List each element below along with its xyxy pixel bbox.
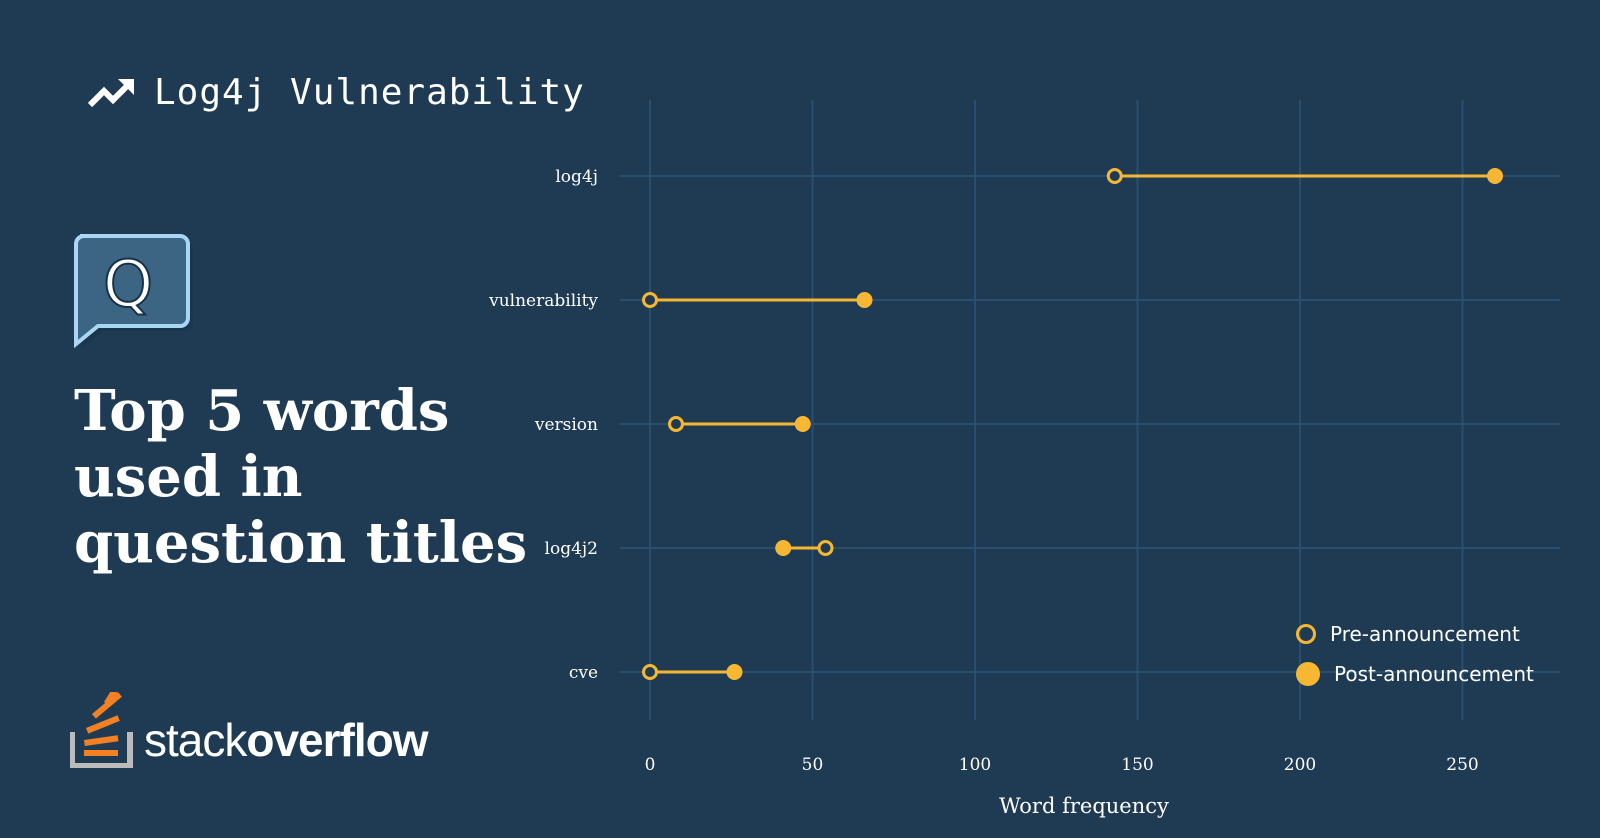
brand-name: stackoverflow: [144, 712, 429, 768]
pre-announcement-point: [668, 416, 684, 432]
chart-header: Log4j Vulnerability: [86, 72, 585, 113]
legend-label-pre: Pre-announcement: [1330, 622, 1520, 646]
trending-up-icon: [87, 78, 134, 107]
badge-letter: Q: [103, 248, 153, 322]
axis-layer: 0 50 100 150 200 250 log4j vulnerability version…: [488, 167, 1479, 775]
headline-line-3: question titles: [74, 510, 528, 576]
legend-label-post: Post-announcement: [1334, 662, 1534, 686]
chart-legend: Pre-announcement Post-announcement: [1296, 614, 1534, 694]
y-tick-label: vulnerability: [488, 291, 598, 311]
filled-circle-icon: [1296, 662, 1320, 686]
pre-announcement-point: [817, 540, 834, 556]
legend-item-post: Post-announcement: [1296, 654, 1534, 694]
legend-item-pre: Pre-announcement: [1296, 614, 1534, 654]
open-circle-icon: [1296, 624, 1316, 644]
post-announcement-point: [856, 292, 873, 308]
x-tick-label: 150: [1121, 755, 1153, 775]
post-announcement-point: [794, 416, 811, 432]
x-axis-title: Word frequency: [999, 794, 1169, 818]
x-tick-label: 200: [1284, 755, 1316, 775]
header-title: Log4j Vulnerability: [154, 72, 585, 113]
x-tick-label: 250: [1446, 755, 1478, 775]
x-tick-label: 100: [959, 755, 991, 775]
headline-line-2: used in: [74, 444, 303, 510]
headline: Top 5 words used in question titles: [74, 378, 534, 576]
headline-line-1: Top 5 words: [74, 378, 450, 444]
brand-name-light: stack: [144, 714, 247, 766]
pre-announcement-point: [642, 292, 658, 308]
marks-layer: [642, 168, 1503, 680]
stackoverflow-logo-icon: [70, 692, 133, 768]
question-bubble-icon: Q: [70, 232, 200, 352]
pre-announcement-point: [1106, 168, 1123, 184]
post-announcement-point: [1487, 168, 1503, 184]
y-tick-label: log4j: [555, 167, 598, 187]
post-announcement-point: [726, 664, 743, 680]
stackoverflow-brand: stackoverflow: [70, 692, 429, 768]
y-tick-label: cve: [569, 663, 598, 683]
brand-name-bold: overflow: [246, 714, 428, 766]
post-announcement-point: [775, 540, 792, 556]
y-tick-label: log4j2: [545, 539, 598, 559]
x-tick-label: 50: [802, 755, 824, 775]
x-tick-label: 0: [645, 755, 656, 775]
pre-announcement-point: [642, 664, 658, 680]
y-tick-label: version: [534, 415, 598, 435]
